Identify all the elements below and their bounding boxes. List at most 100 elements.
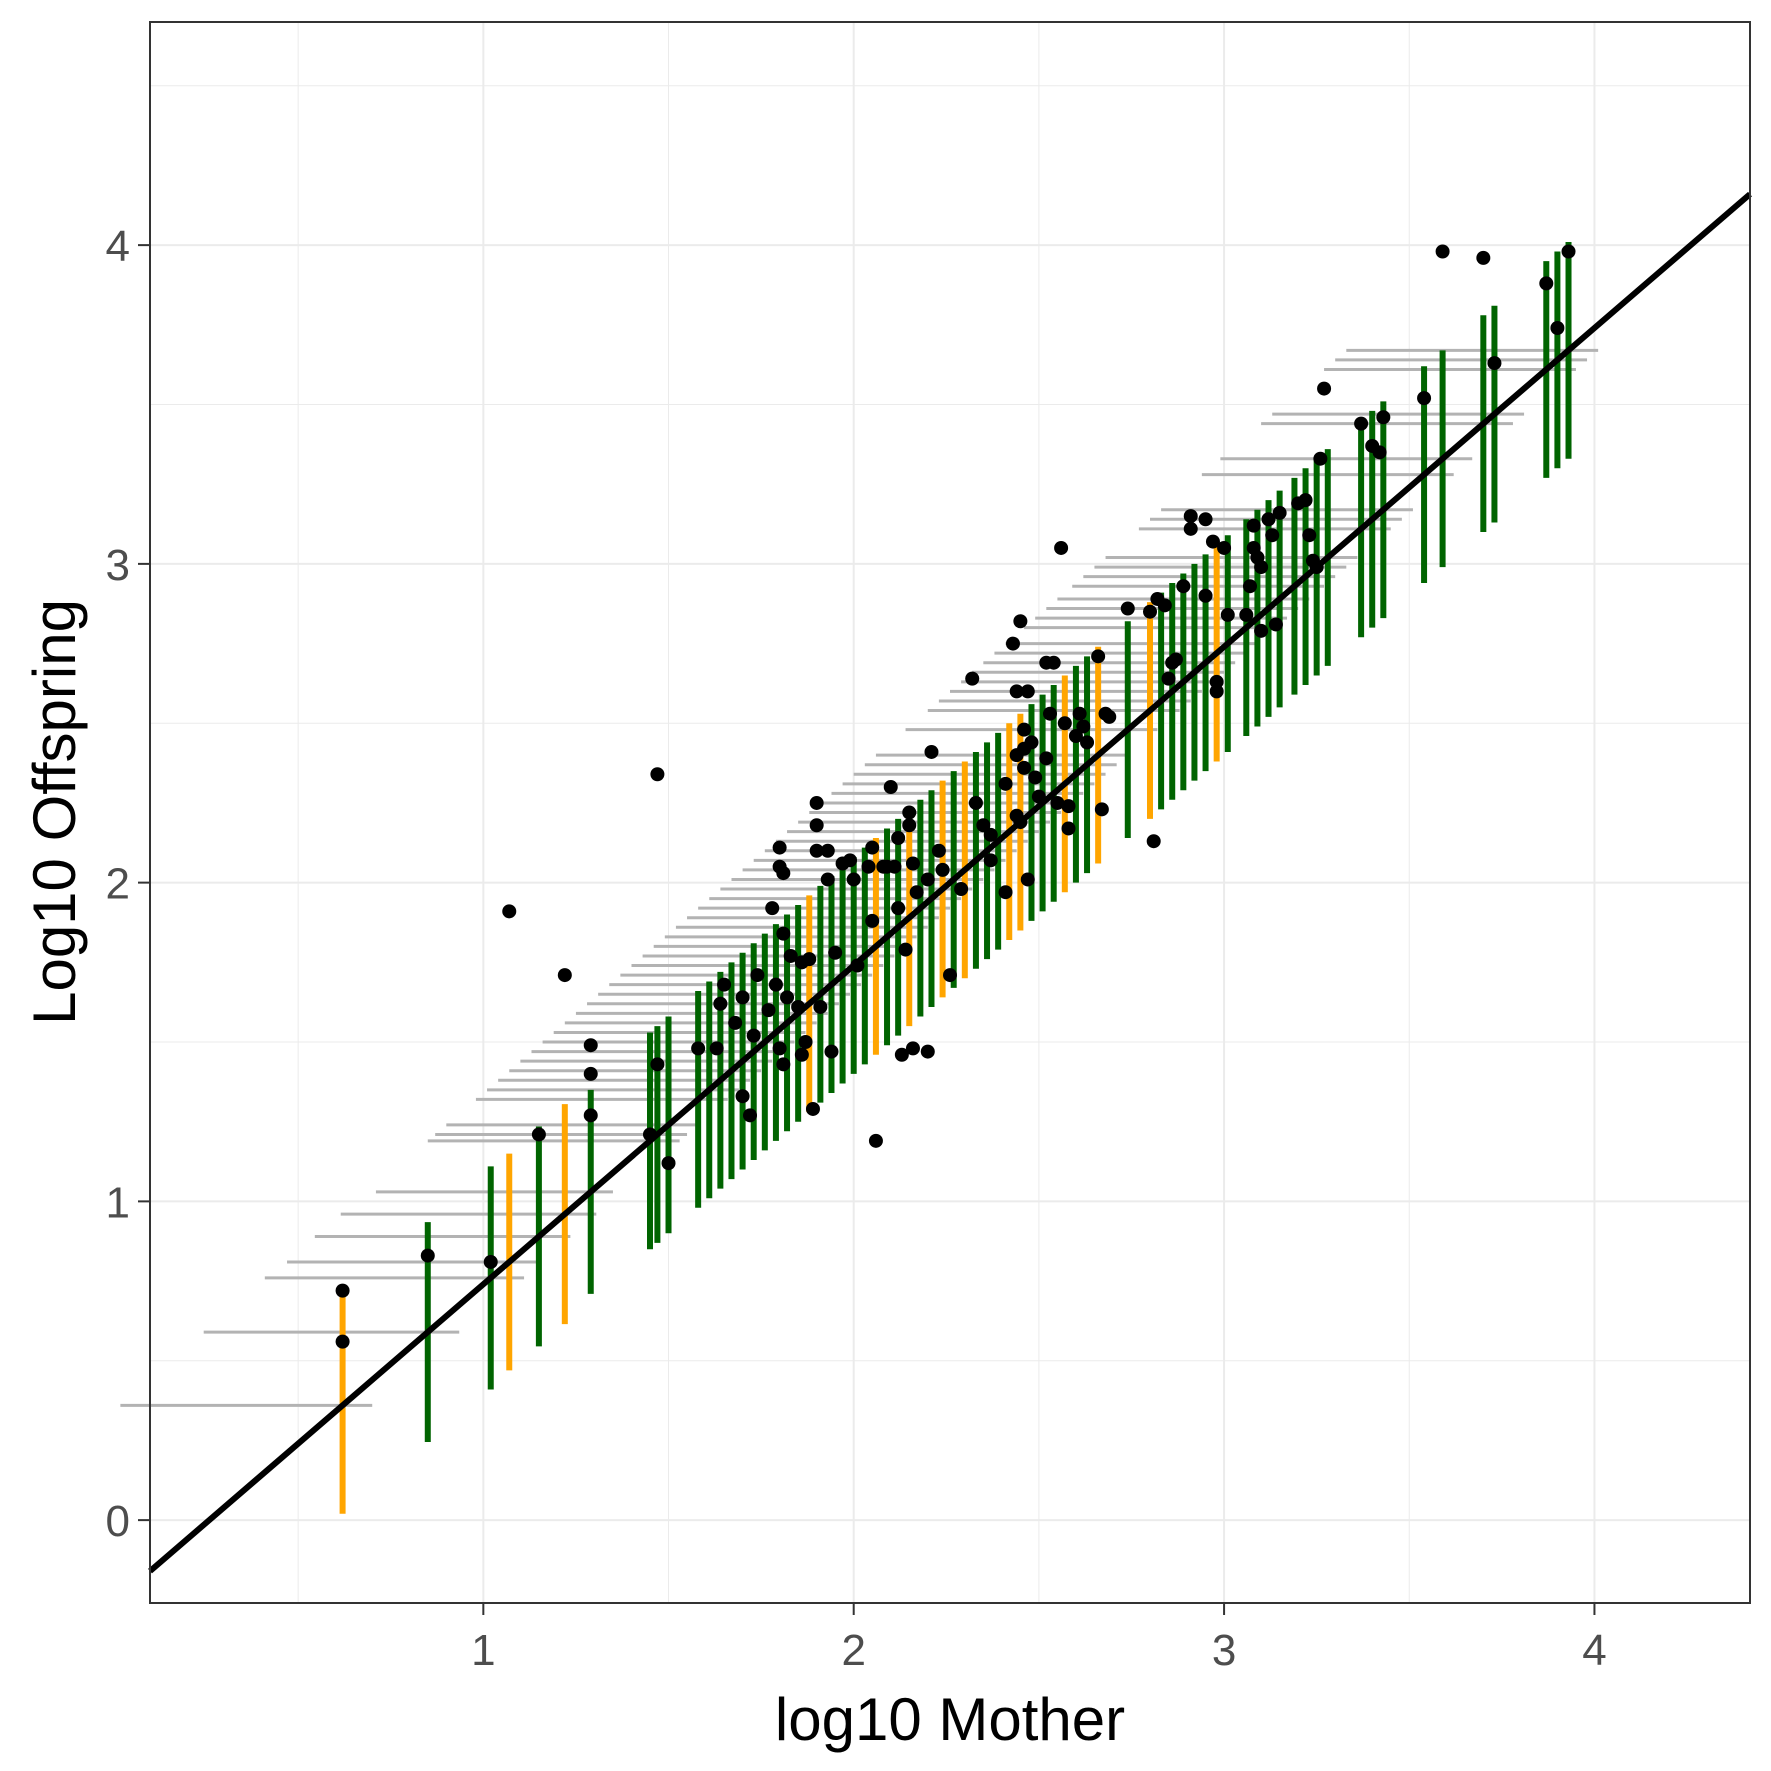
data-point xyxy=(983,853,998,868)
data-point xyxy=(846,872,861,887)
data-point xyxy=(998,885,1013,900)
data-point xyxy=(920,1044,935,1059)
data-point xyxy=(772,840,787,855)
data-point xyxy=(776,1057,791,1072)
data-point xyxy=(850,958,865,973)
data-point xyxy=(809,795,824,810)
fit-line xyxy=(148,191,1752,1574)
y-axis-ticks: 0 1 2 3 4 xyxy=(106,222,150,1546)
data-point xyxy=(943,968,957,983)
data-point xyxy=(1176,579,1191,594)
data-point xyxy=(1013,614,1028,629)
data-point xyxy=(750,968,765,983)
data-point xyxy=(1009,684,1024,699)
x-axis-ticks: 1 2 3 4 xyxy=(471,1603,1607,1675)
data-point xyxy=(1302,528,1317,543)
data-point xyxy=(1246,518,1261,533)
data-point xyxy=(1183,509,1198,524)
data-point xyxy=(820,872,835,887)
y-tick-label: 1 xyxy=(106,1178,130,1227)
data-point xyxy=(1013,815,1028,830)
data-point xyxy=(557,968,572,983)
data-point xyxy=(902,818,917,833)
data-point xyxy=(883,780,898,794)
data-point xyxy=(420,1248,435,1263)
data-point xyxy=(865,840,880,855)
data-point xyxy=(761,1003,776,1018)
data-point xyxy=(794,1047,809,1062)
data-point xyxy=(865,913,880,928)
y-tick-label: 0 xyxy=(106,1497,130,1546)
y-tick-label: 3 xyxy=(106,541,130,590)
data-point xyxy=(891,901,906,916)
data-point xyxy=(1417,391,1432,406)
data-point xyxy=(1146,834,1161,849)
data-point xyxy=(1354,416,1369,431)
data-point xyxy=(1039,751,1054,766)
data-point xyxy=(1198,512,1213,527)
data-point xyxy=(335,1283,350,1298)
data-point xyxy=(643,1127,657,1142)
data-point xyxy=(650,767,665,782)
data-point xyxy=(717,977,732,992)
data-point xyxy=(1487,356,1502,371)
data-point xyxy=(1120,601,1135,616)
data-point xyxy=(1024,735,1039,750)
data-points xyxy=(335,244,1576,1349)
data-point xyxy=(1209,674,1224,689)
x-axis-title: log10 Mother xyxy=(775,1686,1125,1753)
data-point xyxy=(924,744,939,759)
x-tick-label: 2 xyxy=(841,1626,865,1675)
data-point xyxy=(1476,250,1491,265)
data-point xyxy=(1161,671,1176,686)
data-point xyxy=(976,818,991,833)
data-point xyxy=(1017,722,1032,737)
data-point xyxy=(1094,802,1109,817)
data-point xyxy=(931,843,946,858)
panel-border xyxy=(149,21,1751,1604)
data-point xyxy=(1017,760,1032,775)
data-point xyxy=(891,831,906,845)
x-tick-label: 3 xyxy=(1212,1626,1236,1675)
data-point xyxy=(746,1028,761,1043)
data-point xyxy=(1313,451,1328,466)
data-point xyxy=(1298,493,1313,508)
data-point xyxy=(1050,795,1065,810)
data-point xyxy=(905,856,920,871)
data-point xyxy=(791,999,806,1014)
data-point xyxy=(861,859,876,874)
data-point xyxy=(1183,521,1198,536)
data-point xyxy=(802,952,817,967)
data-point xyxy=(780,990,795,1005)
data-point xyxy=(1309,560,1324,575)
data-point xyxy=(1046,655,1061,670)
data-point xyxy=(828,945,843,960)
data-point xyxy=(772,1041,787,1056)
x-tick-label: 4 xyxy=(1582,1626,1606,1675)
data-point xyxy=(798,1035,813,1049)
data-point xyxy=(768,977,783,992)
data-point xyxy=(743,1108,757,1123)
data-point xyxy=(920,872,935,887)
data-point xyxy=(894,1047,909,1062)
data-point xyxy=(709,1041,724,1056)
data-point xyxy=(809,843,824,858)
data-point xyxy=(1272,505,1287,520)
data-point xyxy=(531,1127,546,1142)
data-point xyxy=(1372,445,1387,460)
data-point xyxy=(820,843,835,858)
data-point xyxy=(1265,528,1280,543)
y-tick-label: 2 xyxy=(106,860,130,909)
data-point xyxy=(1550,321,1565,335)
data-point xyxy=(783,948,798,963)
data-point xyxy=(1020,872,1035,887)
data-point xyxy=(1168,652,1183,667)
data-point xyxy=(1268,617,1283,632)
data-point xyxy=(728,1015,743,1030)
data-point xyxy=(1157,598,1172,613)
data-point xyxy=(902,805,917,820)
data-point xyxy=(1220,607,1235,622)
data-point xyxy=(935,862,950,877)
data-point xyxy=(1028,770,1043,785)
data-point xyxy=(824,1044,839,1059)
